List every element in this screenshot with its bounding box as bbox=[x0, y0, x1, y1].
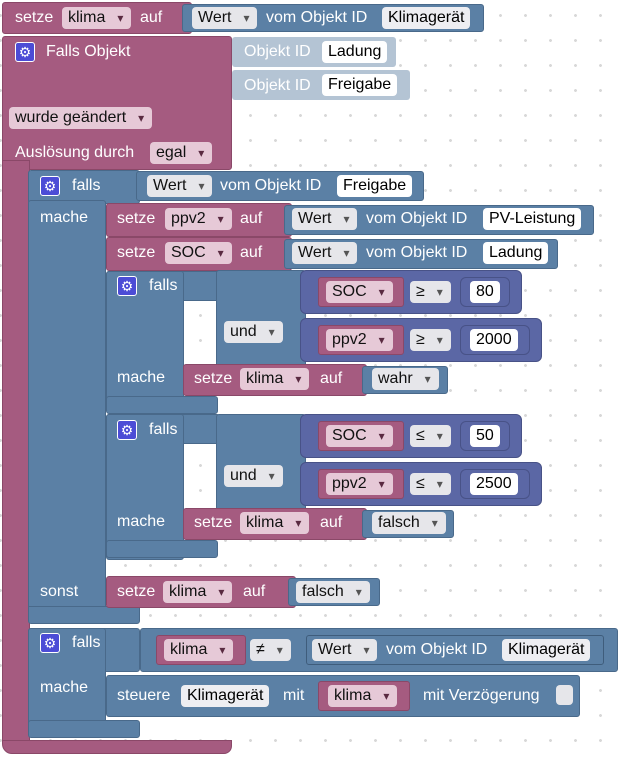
variable-dropdown-klima[interactable]: klima bbox=[62, 7, 132, 29]
if-freigabe-spine bbox=[28, 200, 106, 620]
boolean-dropdown-falsch[interactable]: falsch bbox=[372, 512, 446, 534]
number-value[interactable]: 50 bbox=[470, 425, 500, 447]
auf-label: auf bbox=[240, 244, 263, 261]
gear-icon[interactable]: ⚙ bbox=[15, 42, 35, 62]
gear-icon[interactable]: ⚙ bbox=[117, 276, 137, 296]
number-value[interactable]: 2500 bbox=[470, 473, 518, 495]
property-dropdown-wert[interactable]: Wert bbox=[292, 242, 358, 264]
delay-checkbox[interactable] bbox=[556, 685, 573, 705]
setze-label: setze bbox=[194, 370, 233, 387]
gear-icon[interactable]: ⚙ bbox=[117, 420, 137, 440]
object-id-freigabe[interactable]: Freigabe bbox=[322, 74, 398, 96]
setze-label: setze bbox=[194, 514, 233, 531]
compare-operator-dropdown[interactable]: ≥ bbox=[410, 329, 451, 351]
object-id-ladung[interactable]: Ladung bbox=[322, 41, 388, 63]
setze-label: setze bbox=[15, 9, 54, 26]
boolean-dropdown-falsch[interactable]: falsch bbox=[296, 581, 370, 603]
setze-label: setze bbox=[117, 244, 156, 261]
variable-dropdown-klima[interactable]: klima bbox=[240, 512, 310, 534]
sonst-label: sonst bbox=[40, 583, 79, 600]
property-dropdown-wert[interactable]: Wert bbox=[147, 175, 213, 197]
variable-dropdown-ppv2[interactable]: ppv2 bbox=[165, 208, 232, 230]
mache-label: mache bbox=[117, 369, 166, 386]
falls-label: falls bbox=[72, 634, 101, 651]
falls-label: falls bbox=[149, 277, 178, 294]
boolean-dropdown-wahr[interactable]: wahr bbox=[372, 368, 439, 390]
if-freigabe-foot bbox=[28, 606, 140, 624]
variable-dropdown-ppv2[interactable]: ppv2 bbox=[326, 473, 393, 495]
compare-operator-dropdown[interactable]: ≤ bbox=[410, 425, 451, 447]
mache-label: mache bbox=[117, 513, 166, 530]
mache-label: mache bbox=[40, 679, 89, 696]
if-low-foot bbox=[106, 540, 218, 558]
falls-label: falls bbox=[72, 177, 101, 194]
if-high-foot bbox=[106, 396, 218, 414]
logic-and-block[interactable] bbox=[216, 270, 306, 368]
variable-dropdown-klima[interactable]: klima bbox=[164, 639, 234, 661]
object-id-klimageraet[interactable]: Klimagerät bbox=[382, 7, 471, 29]
gear-icon[interactable]: ⚙ bbox=[40, 176, 60, 196]
trigger-source-dropdown[interactable]: egal bbox=[150, 142, 213, 164]
variable-dropdown-ppv2[interactable]: ppv2 bbox=[326, 329, 393, 351]
logic-operator-dropdown-und[interactable]: und bbox=[224, 321, 283, 343]
object-id-ladung[interactable]: Ladung bbox=[483, 242, 549, 264]
falls-objekt-label: Falls Objekt bbox=[46, 43, 131, 60]
mit-label: mit bbox=[283, 687, 305, 704]
logic-operator-dropdown-und[interactable]: und bbox=[224, 465, 283, 487]
gear-icon[interactable]: ⚙ bbox=[40, 633, 60, 653]
ausloesung-durch-label: Auslösung durch bbox=[15, 144, 135, 161]
auf-label: auf bbox=[240, 210, 263, 227]
objekt-id-label: Objekt ID bbox=[244, 43, 311, 60]
logic-and-block[interactable] bbox=[216, 414, 306, 512]
variable-dropdown-klima[interactable]: klima bbox=[240, 368, 310, 390]
vom-objekt-id-label: vom Objekt ID bbox=[366, 244, 468, 261]
if-klima-changed-foot bbox=[28, 720, 140, 738]
vom-objekt-id-label: vom Objekt ID bbox=[220, 177, 322, 194]
property-dropdown-wert[interactable]: Wert bbox=[192, 7, 258, 29]
mit-verzoegerung-label: mit Verzögerung bbox=[423, 687, 540, 704]
steuere-label: steuere bbox=[117, 687, 171, 704]
vom-objekt-id-label: vom Objekt ID bbox=[266, 9, 368, 26]
trigger-block-foot bbox=[2, 740, 232, 754]
objekt-id-label: Objekt ID bbox=[244, 77, 311, 94]
number-value[interactable]: 2000 bbox=[470, 329, 518, 351]
object-id-klimageraet[interactable]: Klimagerät bbox=[502, 639, 591, 661]
setze-label: setze bbox=[117, 210, 156, 227]
vom-objekt-id-label: vom Objekt ID bbox=[366, 210, 468, 227]
setze-label: setze bbox=[117, 583, 156, 600]
variable-dropdown-klima[interactable]: klima bbox=[163, 581, 233, 603]
object-id-klimageraet[interactable]: Klimagerät bbox=[181, 685, 270, 707]
change-mode-dropdown[interactable]: wurde geändert bbox=[9, 107, 153, 129]
falls-label: falls bbox=[149, 421, 178, 438]
object-id-pv-leistung[interactable]: PV-Leistung bbox=[483, 208, 582, 230]
property-dropdown-wert[interactable]: Wert bbox=[292, 208, 358, 230]
variable-dropdown-soc[interactable]: SOC bbox=[326, 425, 393, 447]
auf-label: auf bbox=[243, 583, 266, 600]
variable-dropdown-soc[interactable]: SOC bbox=[165, 242, 232, 264]
property-dropdown-wert[interactable]: Wert bbox=[312, 639, 378, 661]
vom-objekt-id-label: vom Objekt ID bbox=[386, 641, 488, 658]
auf-label: auf bbox=[320, 370, 343, 387]
variable-dropdown-klima[interactable]: klima bbox=[328, 685, 398, 707]
compare-operator-dropdown[interactable]: ≠ bbox=[250, 639, 291, 661]
object-id-freigabe[interactable]: Freigabe bbox=[337, 175, 413, 197]
mache-label: mache bbox=[40, 209, 89, 226]
number-value[interactable]: 80 bbox=[470, 281, 500, 303]
variable-dropdown-soc[interactable]: SOC bbox=[326, 281, 393, 303]
auf-label: auf bbox=[140, 9, 163, 26]
compare-operator-dropdown[interactable]: ≤ bbox=[410, 473, 451, 495]
compare-operator-dropdown[interactable]: ≥ bbox=[410, 281, 451, 303]
auf-label: auf bbox=[320, 514, 343, 531]
trigger-block-spine bbox=[2, 160, 30, 750]
